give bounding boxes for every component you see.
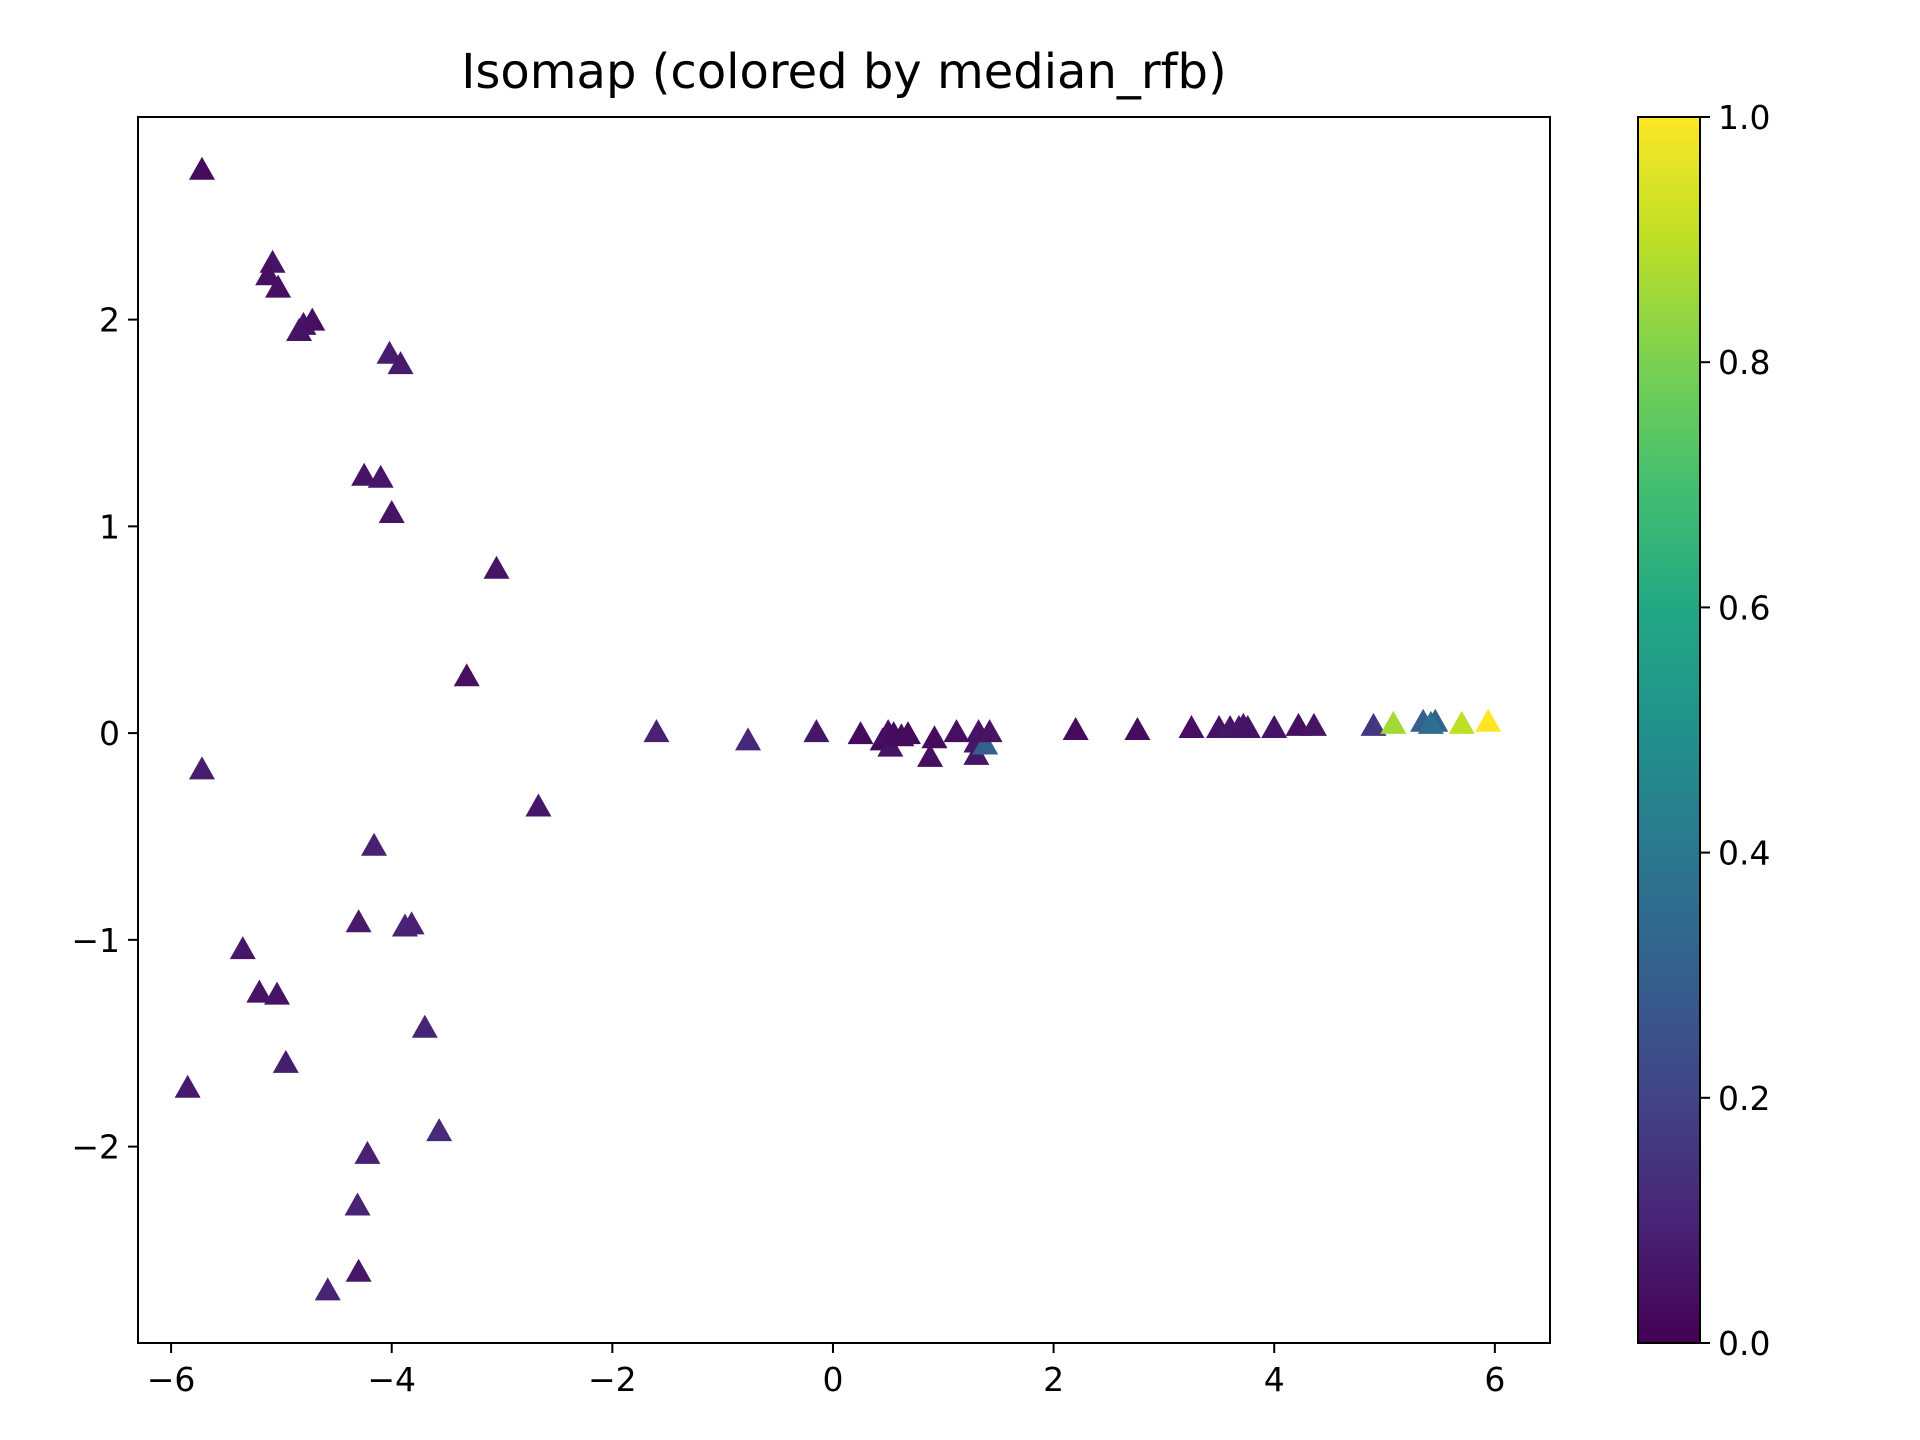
data-point-marker — [344, 1192, 371, 1216]
data-point-marker — [483, 555, 510, 579]
data-point-marker — [1261, 714, 1288, 738]
data-point-marker — [263, 981, 290, 1005]
data-point-marker — [803, 719, 830, 743]
data-point-marker — [286, 318, 313, 342]
x-tick-label: 4 — [1264, 1360, 1285, 1399]
data-point-marker — [188, 156, 215, 180]
data-point-marker — [1448, 710, 1475, 734]
data-point-marker — [943, 719, 970, 743]
markers-layer — [174, 156, 1502, 1301]
data-point-marker — [972, 731, 999, 755]
data-point-marker — [976, 719, 1003, 743]
data-point-marker — [426, 1118, 453, 1142]
data-point-marker — [272, 1049, 299, 1073]
data-point-marker — [351, 462, 378, 486]
x-axis: −6 −4 −2 0 2 4 6 — [147, 1343, 1505, 1399]
colorbar-tick-label: 0.6 — [1718, 588, 1770, 627]
data-point-marker — [1380, 710, 1407, 734]
data-point-marker — [345, 909, 372, 933]
data-point-marker — [378, 499, 405, 523]
data-point-marker — [1417, 710, 1444, 734]
colorbar-tick-label: 0.0 — [1718, 1324, 1770, 1363]
y-tick-label: 2 — [99, 301, 120, 340]
data-point-marker — [188, 756, 215, 780]
data-point-marker — [1062, 717, 1089, 741]
data-point-marker — [1475, 708, 1502, 732]
data-point-marker — [387, 351, 414, 375]
data-point-marker — [1234, 714, 1261, 738]
data-point-marker — [525, 793, 552, 817]
x-tick-label: 0 — [822, 1360, 843, 1399]
data-point-marker — [314, 1277, 341, 1301]
data-point-marker — [1124, 717, 1151, 741]
x-tick-label: −6 — [147, 1360, 196, 1399]
colorbar-tick-label: 1.0 — [1718, 98, 1770, 137]
data-point-marker — [229, 936, 256, 960]
data-point-marker — [265, 274, 292, 298]
data-point-marker — [299, 307, 326, 331]
data-point-marker — [345, 1258, 372, 1282]
data-point-marker — [847, 721, 874, 745]
data-point-marker — [1178, 714, 1205, 738]
chart-title: Isomap (colored by median_rfb) — [461, 44, 1226, 100]
data-point-marker — [1360, 712, 1387, 736]
y-axis: −2 −1 0 1 2 — [71, 301, 138, 1167]
colorbar — [1637, 116, 1701, 1344]
data-point-marker — [354, 1140, 381, 1164]
plot-frame — [137, 116, 1551, 1344]
data-point-marker — [643, 719, 670, 743]
y-tick-label: −2 — [71, 1128, 120, 1167]
data-point-marker — [255, 262, 282, 286]
colorbar-tick-label: 0.8 — [1718, 343, 1770, 382]
data-point-marker — [894, 721, 921, 745]
data-point-marker — [367, 464, 394, 488]
colorbar-tick-label: 0.2 — [1718, 1079, 1770, 1118]
y-tick-label: 0 — [99, 714, 120, 753]
data-point-marker — [174, 1074, 201, 1098]
data-point-marker — [259, 249, 286, 273]
data-point-marker — [411, 1014, 438, 1038]
x-tick-label: 6 — [1484, 1360, 1505, 1399]
data-point-marker — [246, 979, 273, 1003]
data-point-marker — [376, 340, 403, 364]
data-point-marker — [1300, 712, 1327, 736]
data-point-marker — [453, 663, 480, 687]
x-tick-label: −2 — [588, 1360, 637, 1399]
data-point-marker — [398, 911, 425, 935]
data-point-marker — [361, 832, 388, 856]
data-point-marker — [917, 743, 944, 767]
x-tick-label: 2 — [1043, 1360, 1064, 1399]
data-point-marker — [921, 725, 948, 749]
x-tick-label: −4 — [367, 1360, 416, 1399]
colorbar-tick-label: 0.4 — [1718, 834, 1770, 873]
y-tick-label: 1 — [99, 507, 120, 546]
y-tick-label: −1 — [71, 921, 120, 960]
colorbar-axis: 0.0 0.2 0.4 0.6 0.8 1.0 — [1700, 98, 1770, 1363]
data-point-marker — [735, 727, 762, 751]
